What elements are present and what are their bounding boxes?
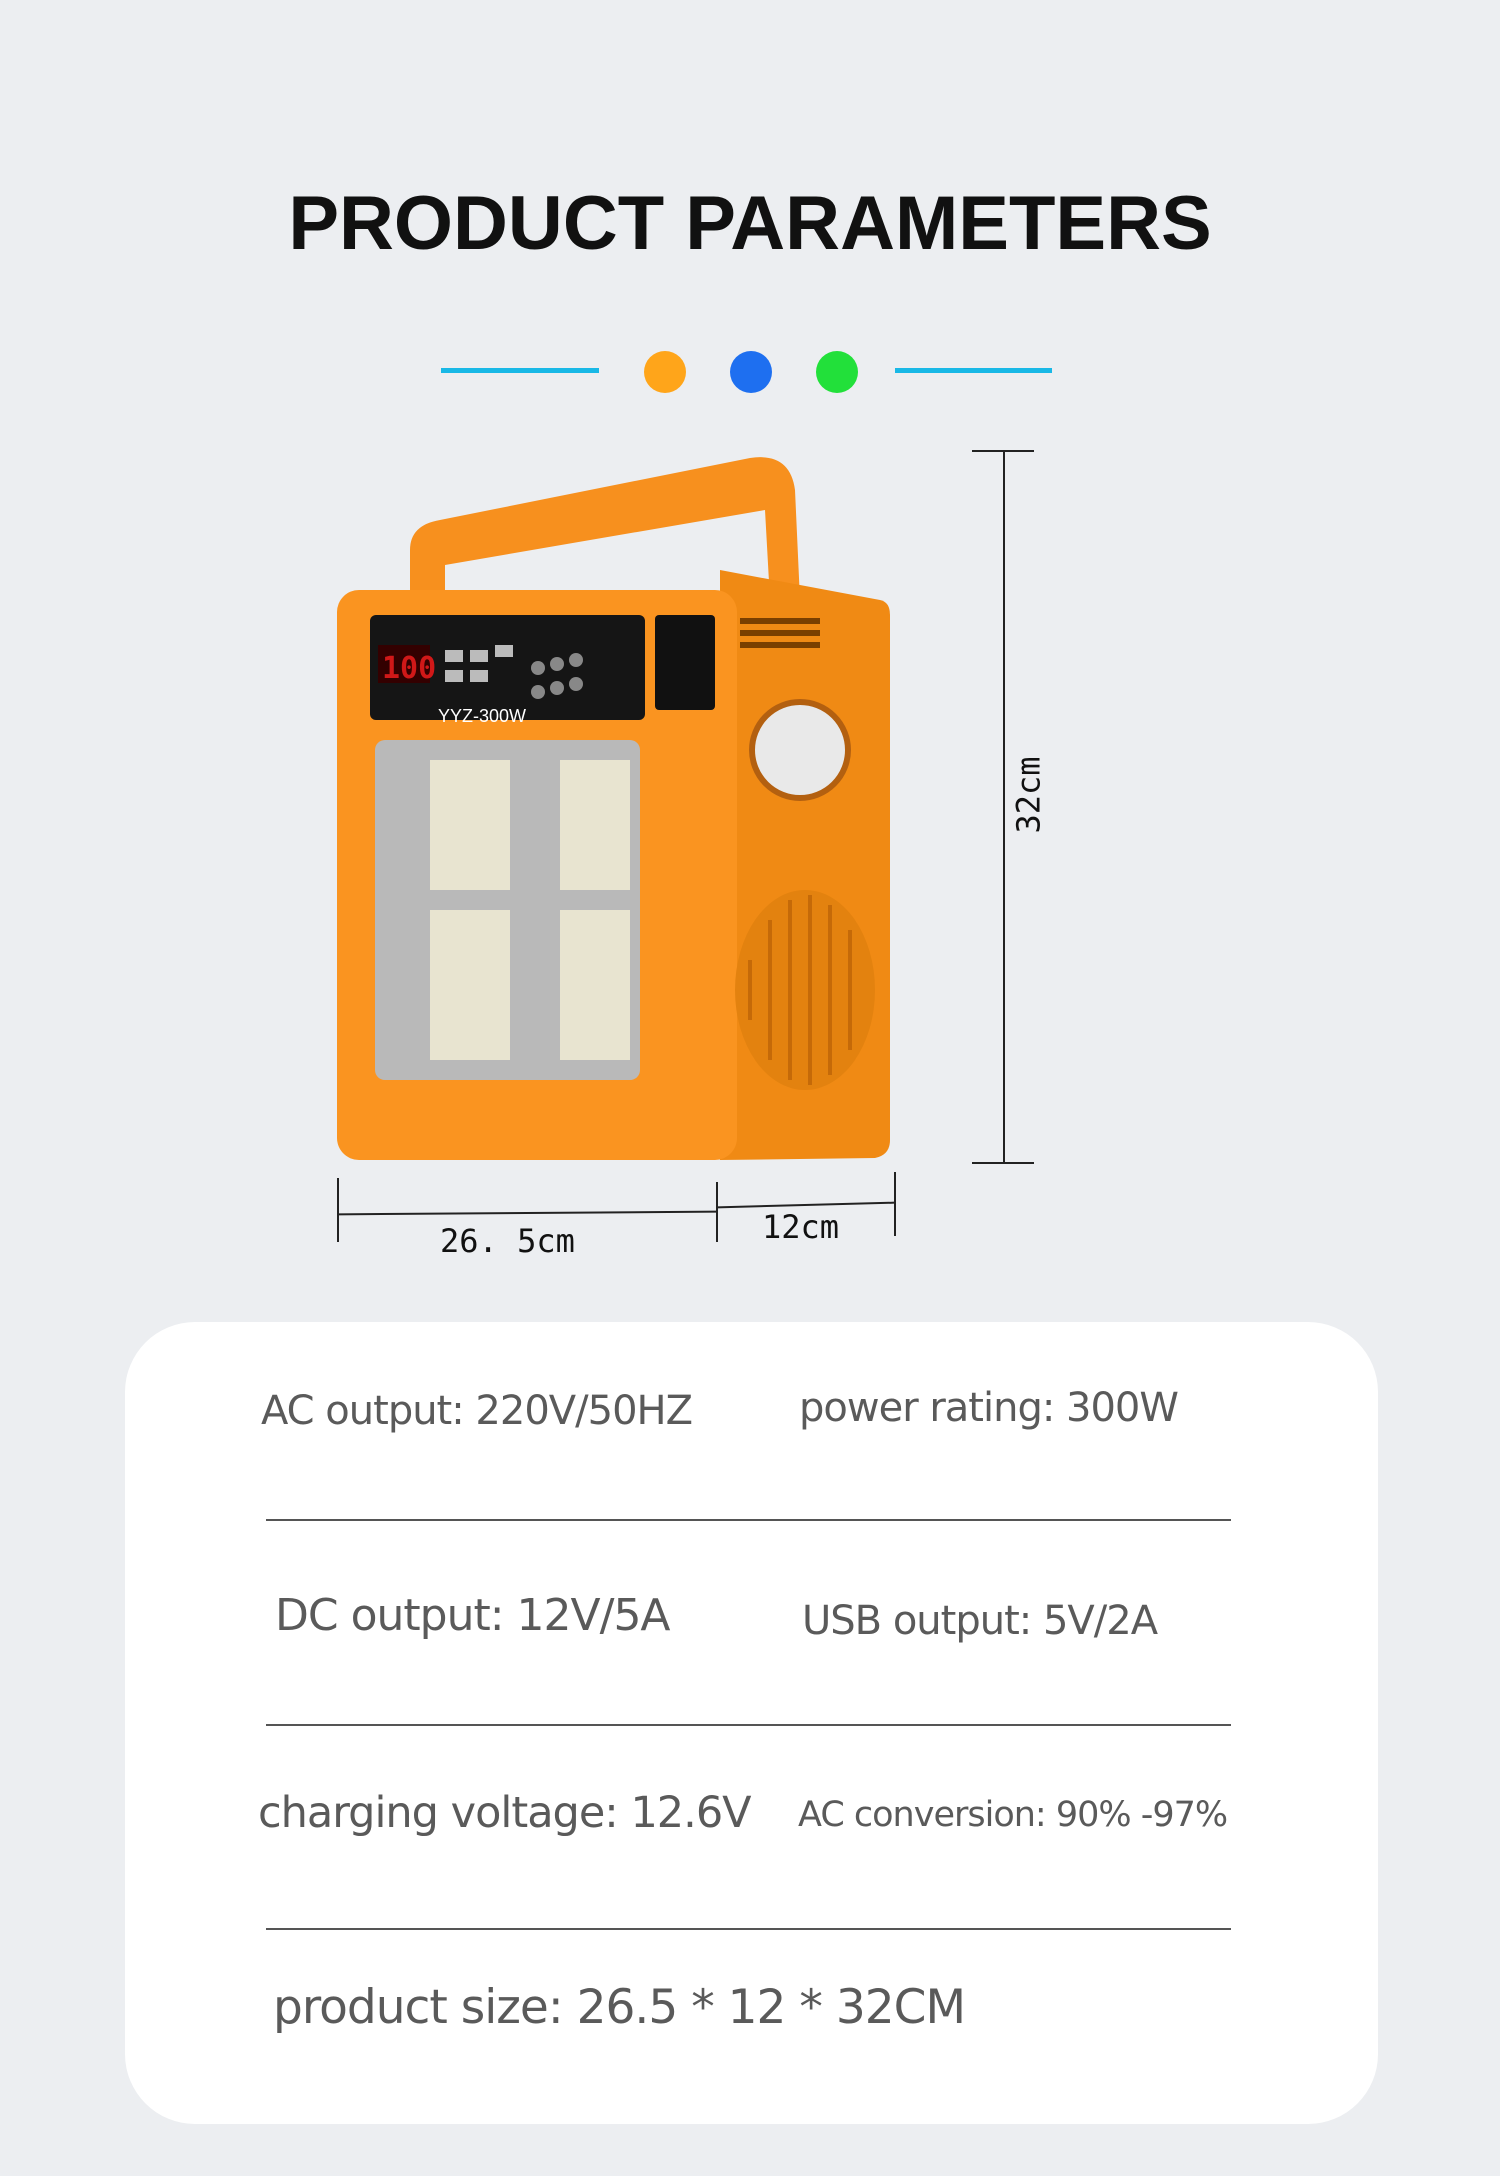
flashlight-icon: [749, 699, 851, 801]
page-title: PRODUCT PARAMETERS: [288, 181, 1212, 266]
height-dimension-line: [1003, 450, 1005, 1163]
divider: [266, 1928, 1231, 1930]
product-handle: [410, 457, 800, 630]
product-image: 100 YYZ-300W: [337, 457, 890, 1160]
control-panel: [370, 615, 645, 720]
dimension-tick: [894, 1172, 896, 1236]
spec-ac-output: AC output: 220V/50HZ: [261, 1388, 693, 1434]
spec-power-rating: power rating: 300W: [799, 1385, 1179, 1431]
model-label: YYZ-300W: [438, 706, 526, 726]
dimension-tick: [337, 1178, 339, 1242]
usb-ports-icon: [445, 645, 513, 682]
spec-ac-conversion: AC conversion: 90% -97%: [798, 1795, 1228, 1835]
blue-dot: [730, 351, 772, 393]
ac-socket-icon: [655, 615, 715, 710]
depth-label: 12cm: [762, 1208, 840, 1246]
speaker-grille: [735, 890, 875, 1090]
spec-usb-output: USB output: 5V/2A: [802, 1598, 1158, 1644]
display-readout: 100: [382, 651, 436, 686]
dc-ports-icon: [531, 653, 583, 699]
dimension-tick: [972, 1162, 1034, 1164]
dimension-tick: [716, 1182, 718, 1242]
height-label: 32cm: [1009, 756, 1048, 834]
width-dimension-line: [336, 1210, 718, 1216]
width-label: 26. 5cm: [440, 1222, 575, 1260]
divider: [266, 1519, 1231, 1521]
specs-card: [125, 1322, 1378, 2124]
decorative-line-right: [895, 368, 1052, 373]
display-panel: [378, 645, 430, 683]
divider: [266, 1724, 1231, 1726]
spec-product-size: product size: 26.5 * 12 * 32CM: [273, 1980, 966, 2035]
spec-charging-voltage: charging voltage: 12.6V: [258, 1788, 752, 1838]
green-dot: [816, 351, 858, 393]
orange-dot: [644, 351, 686, 393]
decorative-line-left: [441, 368, 599, 373]
spec-dc-output: DC output: 12V/5A: [275, 1590, 671, 1641]
